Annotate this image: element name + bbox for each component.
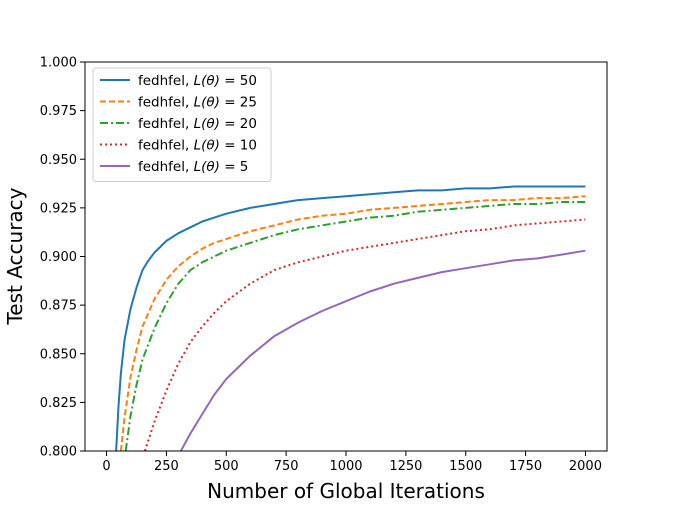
y-tick-label: 0.875	[40, 299, 77, 314]
y-tick-label: 0.825	[40, 396, 77, 411]
x-tick-label: 1750	[509, 459, 542, 474]
series-line-4	[179, 249, 586, 451]
y-axis-label: Test Accuracy	[3, 187, 27, 325]
legend: fedhfel, L(θ) = 50 fedhfel, L(θ) = 25 fedh…	[92, 67, 272, 182]
legend-label-4: fedhfel, L(θ) = 5	[138, 159, 248, 175]
series-line-2	[124, 201, 586, 451]
legend-label-0: fedhfel, L(θ) = 50	[138, 73, 257, 89]
x-axis-label: Number of Global Iterations	[207, 479, 485, 503]
x-tick-label: 2000	[569, 459, 602, 474]
y-tick-label: 0.900	[40, 250, 77, 265]
x-tick-label: 1000	[329, 459, 362, 474]
x-tick-label: 250	[154, 459, 179, 474]
y-tick-label: 0.975	[40, 104, 77, 119]
x-tick-label: 1500	[449, 459, 482, 474]
series-line-0	[115, 185, 586, 451]
x-tick-label: 1250	[389, 459, 422, 474]
legend-label-2: fedhfel, L(θ) = 20	[138, 116, 257, 132]
series-line-3	[143, 218, 586, 451]
x-axis: 0 250 500 750 1000 1250 1500 1750 2000	[102, 451, 602, 474]
y-axis: 0.800 0.825 0.850 0.875 0.900 0.925 0.950 0.975…	[40, 56, 85, 460]
y-tick-label: 1.000	[40, 56, 77, 71]
series-layer	[115, 185, 586, 451]
legend-label-3: fedhfel, L(θ) = 10	[138, 138, 257, 154]
series-line-1	[119, 195, 586, 451]
x-tick-label: 500	[214, 459, 239, 474]
legend-box	[92, 67, 272, 182]
y-tick-label: 0.925	[40, 201, 77, 216]
x-tick-label: 750	[274, 459, 299, 474]
y-tick-label: 0.800	[40, 445, 77, 460]
y-tick-label: 0.950	[40, 153, 77, 168]
y-tick-label: 0.850	[40, 347, 77, 362]
x-tick-label: 0	[102, 459, 110, 474]
legend-label-1: fedhfel, L(θ) = 25	[138, 95, 257, 111]
